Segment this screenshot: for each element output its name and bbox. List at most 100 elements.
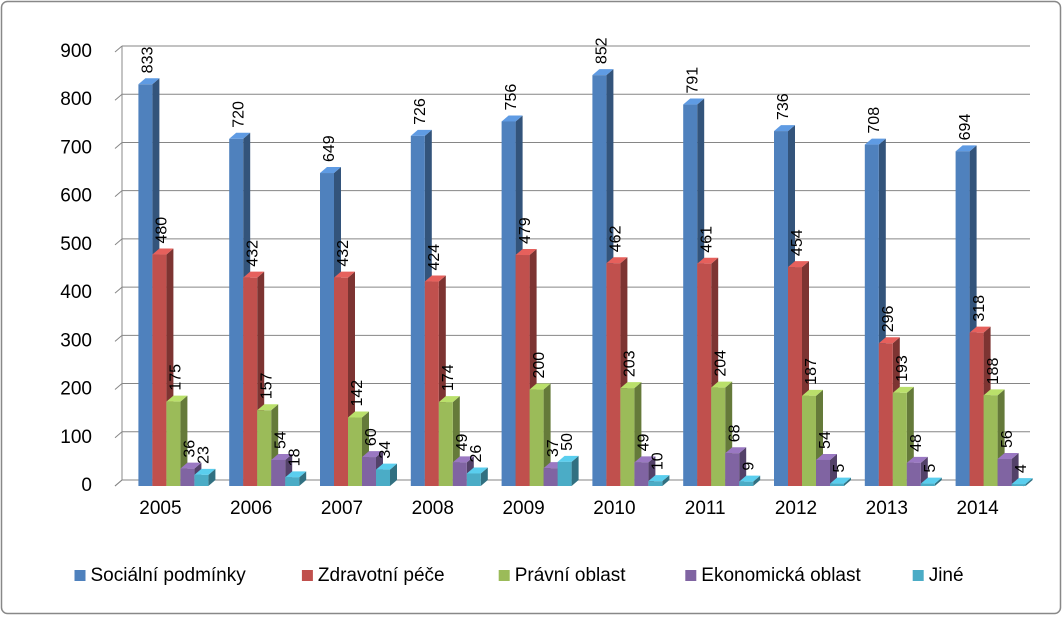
value-label: 480	[154, 217, 171, 244]
bar	[739, 475, 761, 486]
bar-top	[334, 271, 355, 278]
bar	[376, 463, 397, 486]
value-label: 175	[168, 364, 185, 391]
bar-top	[515, 249, 537, 256]
bar-top	[878, 337, 900, 344]
bar-top	[243, 271, 265, 278]
bar-front	[180, 468, 195, 486]
value-label: 56	[999, 430, 1016, 448]
bar-front	[830, 483, 844, 486]
value-label: 5	[831, 464, 848, 473]
bar-front	[620, 388, 635, 486]
value-label: 18	[286, 448, 303, 466]
bar-front	[557, 461, 572, 486]
bar-side	[662, 475, 670, 486]
bar	[466, 467, 488, 486]
bar	[920, 477, 942, 486]
bar-front	[376, 469, 390, 486]
bar-front	[243, 277, 258, 486]
bar-top	[906, 456, 928, 463]
bar-top	[739, 475, 761, 482]
bar	[892, 386, 914, 486]
legend-swatch	[498, 570, 510, 581]
bar-top	[1011, 478, 1033, 485]
grid-diag	[114, 142, 123, 149]
grid-diag	[114, 431, 123, 439]
bar-front	[515, 255, 530, 486]
bar-top	[320, 167, 341, 174]
value-label: 432	[244, 240, 261, 267]
value-label: 54	[272, 431, 289, 449]
bar-front	[648, 481, 663, 486]
value-label: 852	[594, 37, 611, 64]
bar-front	[320, 173, 334, 486]
legend-swatch	[685, 570, 697, 581]
bar-top	[997, 452, 1019, 459]
bar-top	[697, 257, 719, 264]
bar-front	[816, 459, 830, 486]
bar-top	[376, 463, 397, 470]
legend-label: Právní oblast	[515, 565, 627, 586]
bar-top	[501, 115, 523, 122]
value-label: 37	[545, 439, 562, 457]
bar-front	[452, 462, 467, 486]
bar-side	[390, 463, 397, 486]
bar-front	[257, 410, 272, 486]
value-label: 204	[712, 350, 729, 377]
value-label: 50	[559, 433, 576, 451]
bar-top	[830, 477, 851, 484]
value-label: 68	[726, 424, 743, 442]
value-label: 296	[880, 305, 897, 332]
bar-top	[166, 395, 188, 402]
value-label: 432	[335, 240, 352, 267]
x-tick-label: 2010	[593, 498, 635, 519]
value-label: 694	[957, 114, 974, 141]
bar-front	[501, 121, 516, 486]
bar-side	[920, 456, 928, 486]
bar	[557, 455, 579, 486]
bar-front	[194, 474, 209, 486]
bar-top	[438, 396, 460, 403]
bar-side	[753, 475, 761, 486]
y-tick-label: 900	[60, 41, 92, 62]
bar-top	[152, 248, 174, 255]
value-label: 174	[440, 364, 457, 391]
grid-diag	[114, 190, 123, 198]
bar-top	[788, 261, 809, 268]
bar-top	[592, 69, 614, 76]
value-label: 649	[321, 135, 338, 162]
bar-top	[194, 468, 216, 475]
bar-top	[452, 456, 474, 463]
bar-front	[606, 263, 621, 486]
value-label: 454	[789, 229, 806, 256]
y-tick-label: 200	[60, 379, 92, 400]
bar-front	[634, 462, 649, 486]
bar-top	[920, 477, 942, 484]
bar-front	[229, 138, 244, 487]
bar-top	[138, 78, 160, 85]
value-label: 4	[1013, 464, 1030, 473]
bar-top	[725, 447, 747, 454]
bar-front	[543, 468, 558, 486]
legend-swatch	[301, 570, 313, 581]
bar-front	[892, 392, 907, 486]
bar-front	[138, 84, 153, 486]
bar-top	[816, 453, 837, 460]
value-label: 203	[622, 350, 639, 377]
bar-top	[348, 411, 369, 418]
bar-front	[802, 395, 816, 486]
value-label: 726	[412, 98, 429, 125]
bar-front	[334, 277, 348, 486]
bar-front	[920, 483, 935, 486]
bar	[1011, 478, 1033, 486]
value-label: 48	[908, 434, 925, 452]
bar-front	[697, 263, 712, 486]
bar	[830, 477, 851, 486]
bar	[166, 395, 188, 486]
bar-side	[571, 455, 579, 486]
bar-top	[606, 257, 628, 264]
bar-side	[830, 453, 837, 486]
bar-top	[285, 471, 307, 478]
bar-side	[934, 477, 942, 486]
legend-label: Zdravotní péče	[318, 565, 445, 586]
